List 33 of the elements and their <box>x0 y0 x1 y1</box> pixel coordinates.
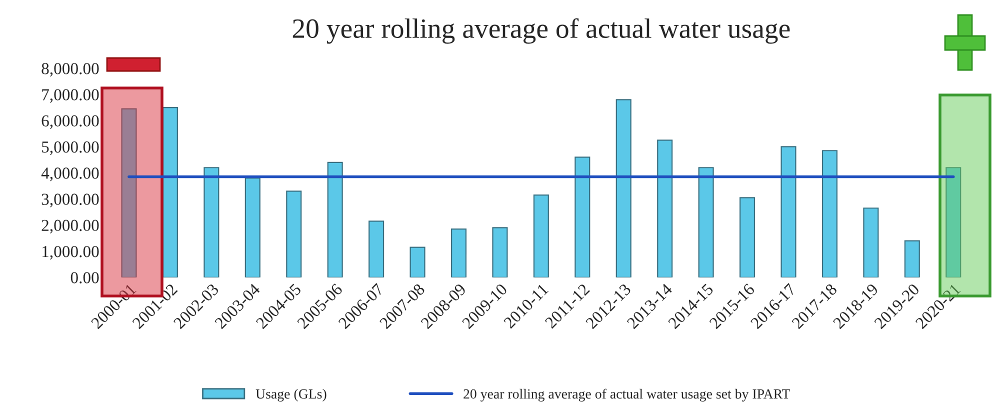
bar <box>492 227 508 278</box>
bar <box>657 140 673 278</box>
legend-label: 20 year rolling average of actual water usage set by IPART <box>464 388 790 402</box>
y-tick-label: 8,000.00 <box>42 63 99 77</box>
y-tick-label: 1,000.00 <box>42 246 99 260</box>
legend-label: Usage (GLs) <box>256 388 326 402</box>
bar <box>780 146 796 278</box>
bar <box>863 208 879 278</box>
y-tick-label: 0.00 <box>70 272 99 284</box>
bar <box>740 197 756 278</box>
bar <box>616 99 632 278</box>
bar <box>822 150 838 278</box>
bar <box>574 156 590 278</box>
bar <box>121 108 137 278</box>
bar <box>162 106 178 278</box>
bar <box>698 167 714 278</box>
bar <box>368 220 384 278</box>
bar <box>904 240 920 278</box>
bar <box>533 194 549 278</box>
y-tick-label: 3,000.00 <box>42 194 99 208</box>
y-tick-label: 5,000.00 <box>42 141 99 156</box>
bar <box>410 246 426 278</box>
bar <box>244 178 260 278</box>
chart-title: 20 year rolling average of actual water usage <box>292 18 790 44</box>
bar <box>204 167 220 278</box>
y-tick-label: 4,000.00 <box>41 168 99 182</box>
bar <box>327 162 343 278</box>
y-tick-label: 2,000.00 <box>42 220 99 234</box>
bar <box>450 228 467 278</box>
y-tick-label: 6,000.00 <box>42 115 99 129</box>
bar <box>946 167 962 278</box>
y-tick-label: 7,000.00 <box>42 89 99 103</box>
bar <box>286 190 302 278</box>
